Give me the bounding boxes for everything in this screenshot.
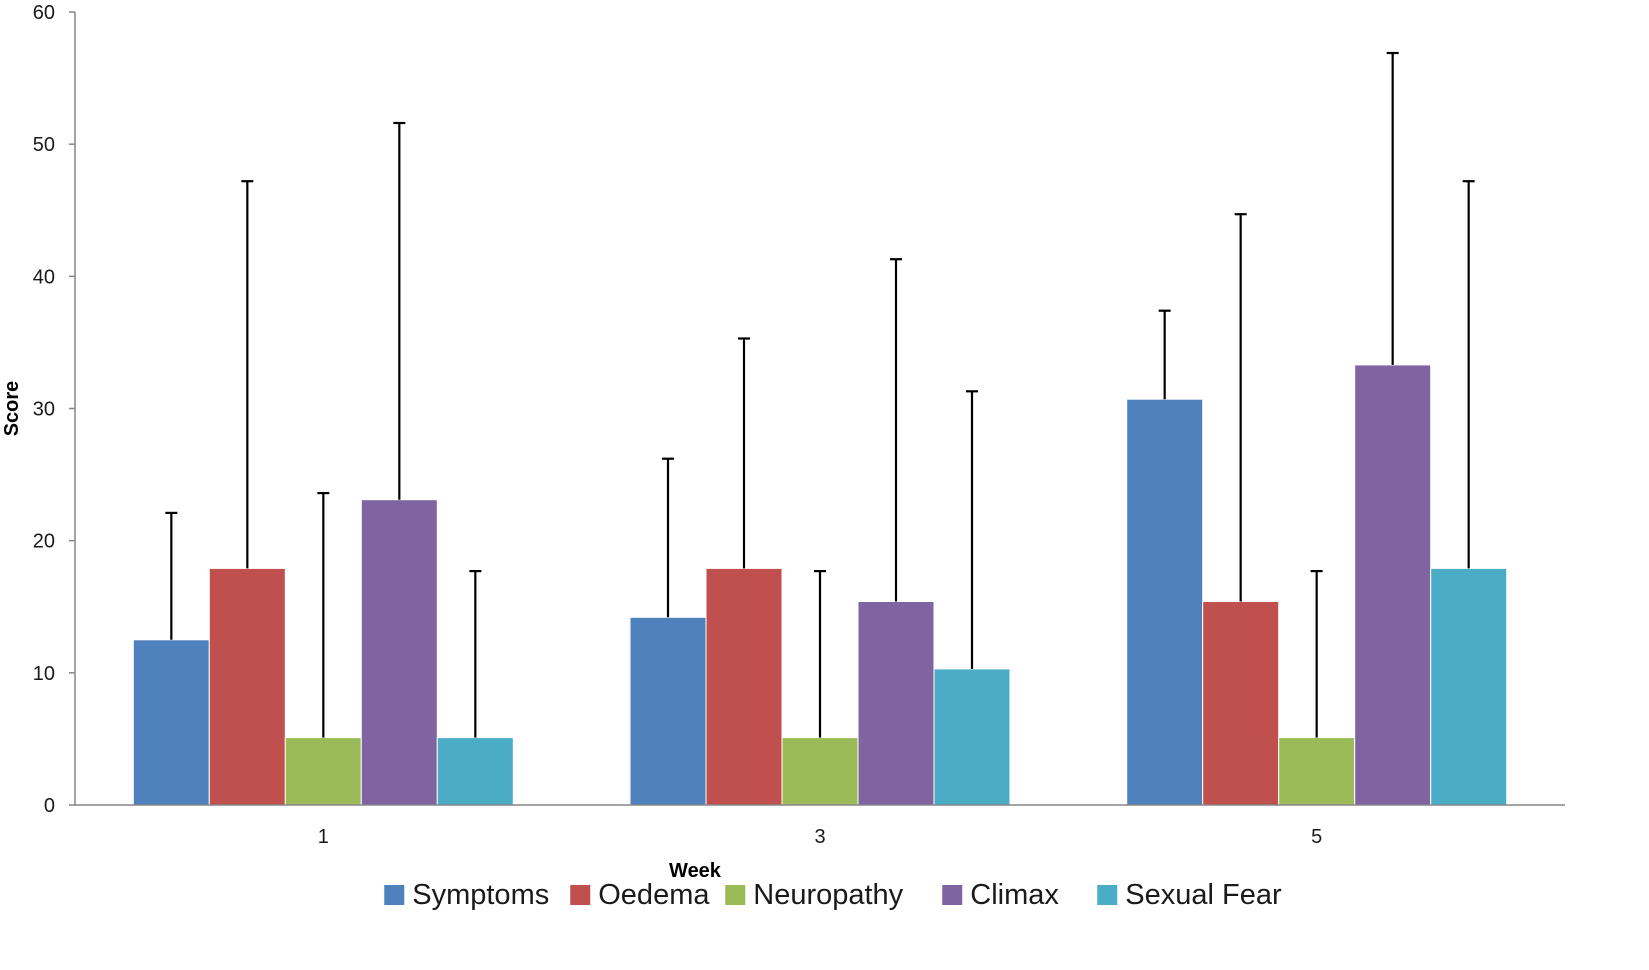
y-tick-label: 60	[33, 2, 55, 24]
legend: Symptoms Oedema Neuropathy Climax Sexual Fea…	[384, 879, 1282, 911]
y-tick-label: 20	[33, 531, 55, 553]
legend-item-oedema: Oedema	[570, 879, 710, 911]
legend-item-symptoms: Symptoms	[384, 879, 549, 911]
bar-oedema-week-5	[1202, 601, 1280, 806]
x-tick-label: 5	[1311, 826, 1322, 848]
bar-climax-week-5	[1354, 364, 1432, 806]
y-axis-title: Score	[1, 381, 23, 437]
x-axis-title: Week	[669, 860, 722, 882]
legend-item-climax: Climax	[942, 879, 1059, 911]
bar-symptoms-week-3	[629, 616, 707, 806]
legend-swatch	[570, 885, 591, 905]
legend-swatch	[942, 885, 963, 905]
legend-swatch	[384, 885, 405, 905]
bar-oedema-week-1	[208, 567, 286, 806]
legend-swatch	[725, 885, 746, 905]
bars-layer	[132, 364, 1508, 806]
bar-climax-week-3	[857, 601, 935, 806]
bar-sexual-fear-week-1	[436, 737, 514, 806]
y-tick-label: 50	[33, 134, 55, 156]
bar-neuropathy-week-3	[781, 737, 859, 806]
legend-label: Oedema	[598, 879, 710, 911]
y-tick-label: 40	[33, 266, 55, 288]
legend-swatch	[1097, 885, 1118, 905]
y-tick-label: 30	[33, 399, 55, 421]
bar-neuropathy-week-5	[1278, 737, 1356, 806]
bar-sexual-fear-week-3	[933, 668, 1011, 806]
error-bars-layer	[165, 51, 1475, 738]
legend-label: Symptoms	[412, 879, 549, 911]
bar-oedema-week-3	[705, 567, 783, 806]
bar-symptoms-week-5	[1126, 398, 1204, 806]
y-tick-label: 0	[44, 795, 55, 817]
bar-symptoms-week-1	[132, 639, 210, 806]
legend-label: Sexual Fear	[1125, 879, 1282, 911]
legend-item-sexual-fear: Sexual Fear	[1097, 879, 1282, 911]
legend-label: Neuropathy	[753, 879, 903, 911]
bar-sexual-fear-week-5	[1430, 567, 1508, 806]
x-tick-label: 1	[318, 826, 329, 848]
legend-item-neuropathy: Neuropathy	[725, 879, 904, 911]
x-tick-label: 3	[814, 826, 825, 848]
bar-climax-week-1	[360, 499, 438, 806]
y-tick-label: 10	[33, 663, 55, 685]
legend-label: Climax	[970, 879, 1059, 911]
bar-neuropathy-week-1	[284, 737, 362, 806]
